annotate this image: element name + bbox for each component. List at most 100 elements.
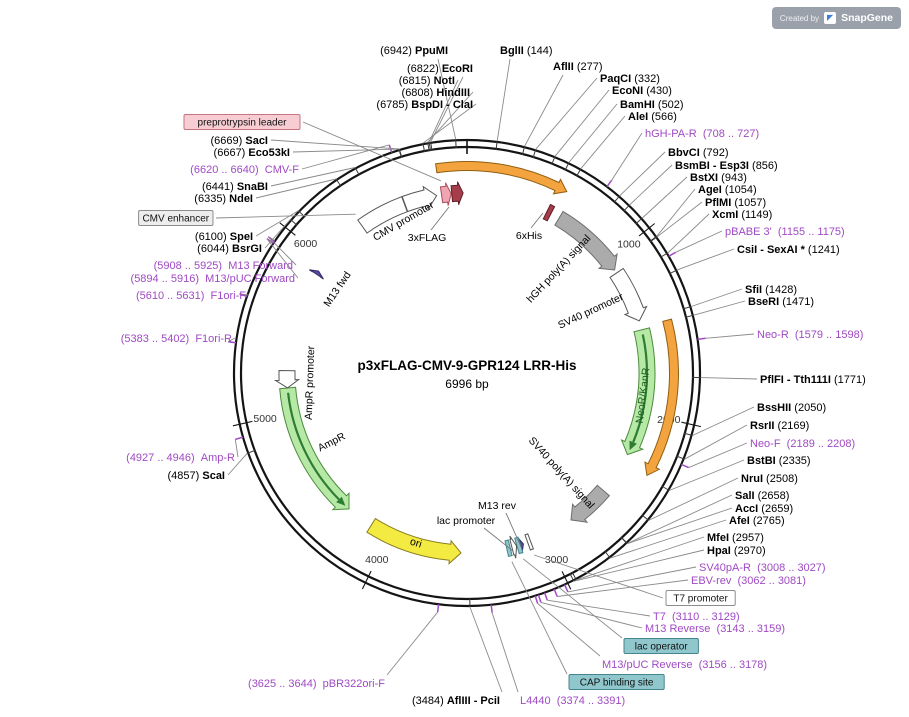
- enzyme-callout-eco53ki[interactable]: (6667) Eco53kI: [214, 147, 290, 159]
- feature-box-t7-promoter[interactable]: [665, 590, 736, 606]
- feature-m13-fwd[interactable]: [309, 269, 324, 280]
- enzyme-callout-hindiii[interactable]: (6808) HindIII: [402, 87, 470, 99]
- enzyme-callout-pflmi[interactable]: PflMI (1057): [705, 197, 766, 209]
- primer-callout-amp-r[interactable]: (4927 .. 4946) Amp-R: [126, 452, 235, 464]
- feature-label-3xflag[interactable]: 3xFLAG: [408, 232, 447, 244]
- feature-box-label-cmv-enhancer: CMV enhancer: [142, 214, 209, 225]
- callout-leader-line: [227, 337, 236, 343]
- enzyme-callout-sali[interactable]: SalI (2658): [735, 490, 789, 502]
- feature-sv40-poly-a-signal[interactable]: [570, 484, 611, 523]
- feature-sv40-promoter[interactable]: [609, 267, 648, 322]
- enzyme-callout-bspdi-clai[interactable]: (6785) BspDI - ClaI: [376, 99, 473, 111]
- feature-3xflag[interactable]: [450, 181, 464, 205]
- feature-label-m13-fwd[interactable]: M13 fwd: [321, 269, 353, 309]
- primer-callout-ebv-rev[interactable]: EBV-rev (3062 .. 3081): [691, 575, 806, 587]
- feature-label-6xhis[interactable]: 6xHis: [516, 230, 542, 242]
- enzyme-callout-bstbi[interactable]: BstBI (2335): [747, 455, 811, 467]
- primer-callout-sv40pa-r[interactable]: SV40pA-R (3008 .. 3027): [699, 562, 826, 574]
- enzyme-callout-scai[interactable]: (4857) ScaI: [168, 470, 226, 482]
- enzyme-callout-pflfi-tth111i[interactable]: PflFI - Tth111I (1771): [760, 374, 866, 386]
- feature-ampr-direction-arrow: [287, 392, 340, 501]
- enzyme-site-tick: [571, 571, 577, 581]
- primer-callout-f1ori-f[interactable]: (5610 .. 5631) F1ori-F: [136, 290, 246, 302]
- primer-callout-pbabe-3[interactable]: pBABE 3' (1155 .. 1175): [725, 226, 845, 238]
- feature-cap-binding-site[interactable]: [504, 539, 513, 558]
- feature-label-ori[interactable]: ori: [409, 536, 424, 551]
- feature-ori[interactable]: [366, 517, 462, 565]
- enzyme-callout-spei[interactable]: (6100) SpeI: [195, 231, 253, 243]
- primer-callout-neo-f[interactable]: Neo-F (2189 .. 2208): [750, 438, 855, 450]
- feature-ampr[interactable]: [279, 386, 350, 511]
- enzyme-callout-bamhi[interactable]: BamHI (502): [620, 99, 684, 111]
- feature-label-hgh-poly-a-signal[interactable]: hGH poly(A) signal: [524, 233, 593, 306]
- enzyme-site-tick: [668, 269, 678, 275]
- enzyme-callout-mfei[interactable]: MfeI (2957): [707, 532, 764, 544]
- primer-callout-m13-puc-forward[interactable]: (5894 .. 5916) M13/pUC Forward: [131, 273, 295, 285]
- enzyme-callout-aflii[interactable]: AflII (277): [553, 61, 603, 73]
- enzyme-callout-econi[interactable]: EcoNI (430): [612, 85, 672, 97]
- enzyme-callout-ppumi[interactable]: (6942) PpuMI: [380, 45, 448, 57]
- enzyme-callout-bsrgi[interactable]: (6044) BsrGI: [197, 243, 262, 255]
- primer-callout-m13-reverse[interactable]: M13 Reverse (3143 .. 3159): [645, 623, 785, 635]
- feature-box-preprotrypsin-leader[interactable]: [183, 114, 301, 130]
- enzyme-callout-bseri[interactable]: BseRI (1471): [748, 296, 814, 308]
- enzyme-callout-acci[interactable]: AccI (2659): [735, 503, 793, 515]
- primer-callout-neo-r[interactable]: Neo-R (1579 .. 1598): [757, 329, 863, 341]
- feature-label-m13-rev[interactable]: M13 rev: [478, 500, 517, 512]
- callout-leader-line: [522, 558, 623, 639]
- primer-callout-t7[interactable]: T7 (3110 .. 3129): [653, 611, 740, 623]
- enzyme-callout-ecori[interactable]: (6822) EcoRI: [407, 63, 473, 75]
- feature-orf-right-arrow[interactable]: [644, 318, 679, 477]
- enzyme-callout-bsmbi-esp3i[interactable]: BsmBI - Esp3I (856): [675, 160, 778, 172]
- enzyme-callout-csii-sexai[interactable]: CsiI - SexAI * (1241): [737, 244, 840, 256]
- feature-lac-operator[interactable]: [514, 536, 524, 555]
- enzyme-callout-alei[interactable]: AleI (566): [628, 111, 677, 123]
- callout-leader-line: [676, 248, 735, 271]
- feature-label-ampr[interactable]: AmpR: [316, 430, 348, 454]
- callout-leader-line: [580, 115, 626, 169]
- feature-orf-top-arrow[interactable]: [435, 160, 568, 195]
- primer-callout-hgh-pa-r[interactable]: hGH-PA-R (708 .. 727): [645, 128, 759, 140]
- primer-callout-m13-puc-reverse[interactable]: M13/pUC Reverse (3156 .. 3178): [602, 659, 767, 671]
- primer-callout-cmv-f[interactable]: (6620 .. 6640) CMV-F: [190, 164, 299, 176]
- feature-label-ampr-promoter[interactable]: AmpR promoter: [303, 345, 318, 420]
- feature-label-sv40-poly-a-signal[interactable]: SV40 poly(A) signal: [526, 435, 597, 512]
- enzyme-callout-ndei[interactable]: (6335) NdeI: [194, 193, 253, 205]
- primer-callout-pbr322ori-f[interactable]: (3625 .. 3644) pBR322ori-F: [248, 678, 385, 690]
- enzyme-callout-rsrii[interactable]: RsrII (2169): [750, 420, 809, 432]
- enzyme-callout-afei[interactable]: AfeI (2765): [729, 515, 785, 527]
- enzyme-callout-noti[interactable]: (6815) NotI: [399, 75, 455, 87]
- enzyme-site-tick: [247, 449, 256, 454]
- callout-leader-line: [301, 144, 390, 170]
- primer-callout-l4440[interactable]: L4440 (3374 .. 3391): [520, 695, 625, 707]
- enzyme-callout-agei[interactable]: AgeI (1054): [698, 184, 757, 196]
- feature-preprotrypsin-leader[interactable]: [439, 182, 452, 206]
- feature-box-lac-operator[interactable]: [623, 638, 699, 654]
- enzyme-callout-snabi[interactable]: (6441) SnaBI: [202, 181, 268, 193]
- feature-box-cap-binding-site[interactable]: [568, 674, 665, 690]
- enzyme-callout-paqci[interactable]: PaqCI (332): [600, 73, 660, 85]
- enzyme-callout-xcmi[interactable]: XcmI (1149): [712, 209, 772, 221]
- enzyme-callout-hpai[interactable]: HpaI (2970): [707, 545, 766, 557]
- feature-ampr-promoter[interactable]: [273, 369, 301, 389]
- feature-6xhis[interactable]: [542, 203, 556, 222]
- enzyme-callout-sfii[interactable]: SfiI (1428): [745, 284, 797, 296]
- enzyme-callout-bglii[interactable]: BglII (144): [500, 45, 553, 57]
- enzyme-callout-saci[interactable]: (6669) SacI: [211, 135, 269, 147]
- enzyme-callout-bsshii[interactable]: BssHII (2050): [757, 402, 826, 414]
- enzyme-callout-bbvci[interactable]: BbvCI (792): [668, 147, 729, 159]
- feature-cmv-promoter[interactable]: [401, 185, 438, 213]
- enzyme-callout-nrui[interactable]: NruI (2508): [741, 473, 798, 485]
- enzyme-callout-afliii-pcii[interactable]: (3484) AflIII - PciI: [412, 695, 500, 707]
- feature-hgh-poly-a-signal[interactable]: [554, 210, 618, 271]
- feature-box-cmv-enhancer[interactable]: [138, 210, 214, 226]
- feature-label-sv40-promoter[interactable]: SV40 promoter: [556, 291, 626, 332]
- feature-label-lac-promoter[interactable]: lac promoter: [437, 515, 496, 527]
- scale-tick-6000: [279, 222, 296, 236]
- primer-callout-m13-forward[interactable]: (5908 .. 5925) M13 Forward: [154, 260, 293, 272]
- primer-callout-f1ori-r[interactable]: (5383 .. 5402) F1ori-R: [121, 333, 232, 345]
- enzyme-callout-bstxi[interactable]: BstXI (943): [690, 172, 747, 184]
- feature-t7-promoter[interactable]: [524, 533, 535, 551]
- feature-lac-promoter[interactable]: [509, 535, 518, 559]
